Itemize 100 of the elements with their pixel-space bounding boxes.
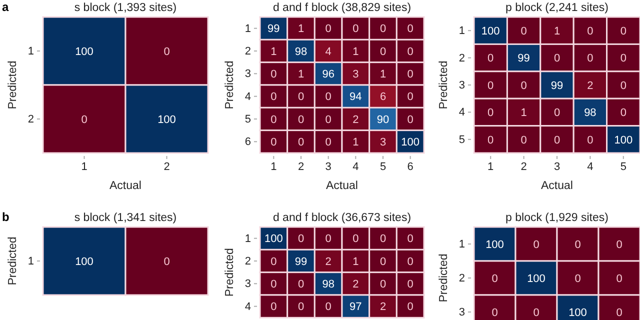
y-tick-label: 3 <box>244 68 251 80</box>
data-label: 0 <box>270 278 277 291</box>
data-label: 0 <box>325 23 332 36</box>
data-label: 0 <box>554 52 560 65</box>
data-label: 2 <box>352 278 359 291</box>
data-label: 0 <box>380 233 386 246</box>
text: a <box>2 0 9 14</box>
data-label: 1 <box>520 107 527 120</box>
data-label: 2 <box>380 301 386 314</box>
data-label: 0 <box>270 91 277 104</box>
data-label: 0 <box>520 25 527 38</box>
y-tick-label: 1 <box>244 22 251 35</box>
chart-title: p block (1,929 sites) <box>506 212 609 224</box>
data-label: 0 <box>620 107 626 120</box>
data-label: 0 <box>164 256 170 268</box>
y-axis-title: Predicted <box>224 248 236 297</box>
x-tick-label: 1 <box>488 160 494 173</box>
y-axis-title: Predicted <box>224 60 236 110</box>
data-label: 100 <box>486 238 504 251</box>
y-tick-label: 1 <box>458 25 465 38</box>
data-label: 0 <box>407 256 414 268</box>
y-tick-label: 1 <box>28 46 34 58</box>
data-label: 0 <box>492 272 498 285</box>
data-label: 0 <box>325 233 332 246</box>
data-label: 0 <box>488 134 494 146</box>
data-label: 0 <box>298 301 304 314</box>
y-tick-label: 4 <box>458 106 465 119</box>
data-label: 99 <box>294 256 308 268</box>
y-tick-label: 2 <box>28 114 34 126</box>
x-tick-label: 4 <box>587 160 594 173</box>
y-tick-label: 2 <box>244 256 251 268</box>
data-label: 0 <box>270 256 277 268</box>
y-tick-label: 1 <box>244 232 251 245</box>
data-label: 100 <box>401 136 420 149</box>
data-label: 3 <box>380 136 386 149</box>
data-label: 0 <box>270 114 277 126</box>
data-label: 0 <box>587 25 594 38</box>
data-label: 0 <box>325 114 332 126</box>
x-tick-label: 1 <box>81 160 88 173</box>
x-tick-label: 1 <box>270 160 277 173</box>
data-label: 0 <box>325 91 332 104</box>
x-tick-label: 5 <box>380 160 386 173</box>
data-label: 0 <box>488 80 494 92</box>
data-label: 0 <box>574 272 581 285</box>
data-label: 0 <box>298 136 304 149</box>
data-label: 1 <box>298 23 304 36</box>
data-label: 0 <box>587 52 594 65</box>
data-label: 99 <box>268 23 280 36</box>
data-label: 0 <box>298 114 304 126</box>
data-label: 100 <box>158 114 176 126</box>
data-label: 1 <box>298 68 304 81</box>
y-tick-label: 4 <box>244 90 251 103</box>
chart-title: s block (1,393 sites) <box>74 2 177 14</box>
data-label: 0 <box>298 91 304 104</box>
data-label: 100 <box>481 25 500 38</box>
data-label: 0 <box>488 52 494 65</box>
x-axis-title: Actual <box>326 180 358 192</box>
data-label: 0 <box>407 91 414 104</box>
data-label: 2 <box>352 114 359 126</box>
chart-title: d and f block (38,829 sites) <box>272 2 412 14</box>
chart-title: s block (1,341 sites) <box>74 212 177 224</box>
data-label: 0 <box>554 107 560 120</box>
x-axis-title: Actual <box>541 180 573 192</box>
data-label: 98 <box>322 278 334 291</box>
data-label: 0 <box>407 301 414 314</box>
data-label: 0 <box>620 52 626 65</box>
data-label: 2 <box>325 256 332 268</box>
data-label: 0 <box>270 68 277 81</box>
data-label: 0 <box>407 278 414 291</box>
data-label: 98 <box>584 107 596 120</box>
data-label: 0 <box>520 134 527 146</box>
data-label: 0 <box>380 46 386 58</box>
x-tick-label: 2 <box>164 160 170 173</box>
x-tick-label: 2 <box>298 160 304 173</box>
x-tick-label: 5 <box>620 160 626 173</box>
data-label: 0 <box>352 23 359 36</box>
data-label: 1 <box>380 68 386 81</box>
data-label: 0 <box>492 306 498 319</box>
data-label: 0 <box>164 46 170 58</box>
data-label: 100 <box>614 134 633 146</box>
data-label: 0 <box>380 23 386 36</box>
data-label: 96 <box>322 68 334 81</box>
y-tick-label: 1 <box>28 256 34 268</box>
data-label: 0 <box>407 68 414 81</box>
data-label: 90 <box>376 114 390 126</box>
y-tick-label: 5 <box>458 134 465 146</box>
y-tick-label: 2 <box>458 52 465 64</box>
y-tick-label: 1 <box>458 238 465 251</box>
data-label: 98 <box>294 46 308 58</box>
y-tick-label: 3 <box>458 306 465 319</box>
data-label: 99 <box>518 52 530 65</box>
data-label: 100 <box>527 272 546 285</box>
data-label: 100 <box>264 233 283 246</box>
chart-title: p block (2,241 sites) <box>506 2 609 14</box>
data-label: 99 <box>550 80 564 92</box>
x-tick-label: 4 <box>352 160 359 173</box>
data-label: 0 <box>380 256 386 268</box>
chart-title: d and f block (36,673 sites) <box>272 212 412 224</box>
data-label: 4 <box>325 46 332 58</box>
data-label: 0 <box>488 107 494 120</box>
